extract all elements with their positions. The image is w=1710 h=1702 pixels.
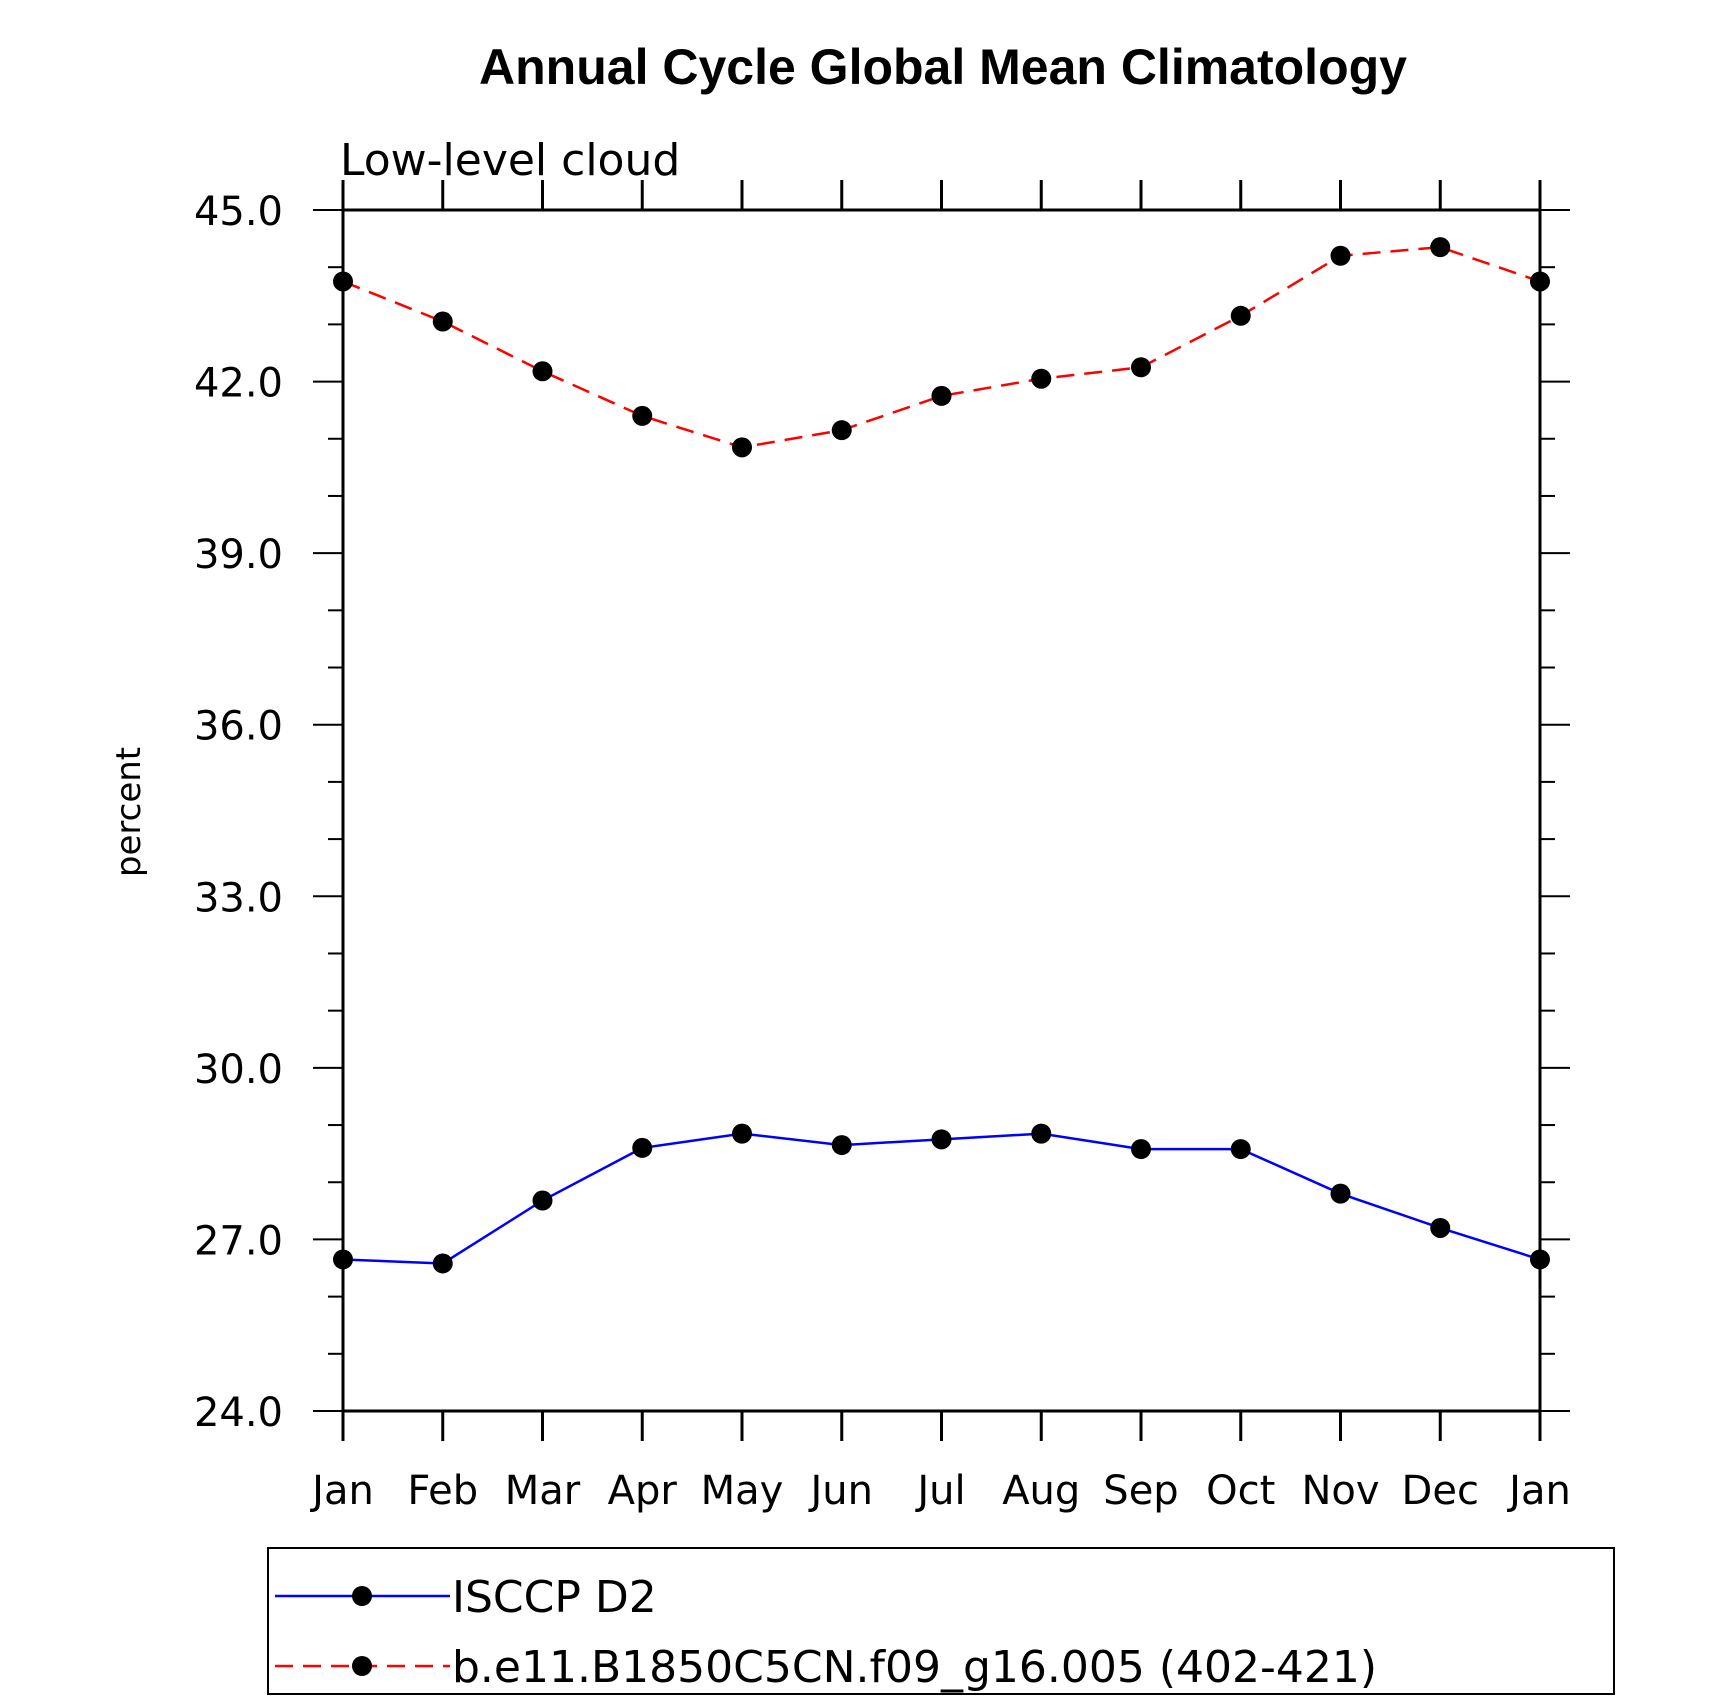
x-tick-label: Nov: [1301, 1468, 1379, 1514]
x-tick-label: Aug: [1002, 1468, 1080, 1514]
legend-item: ISCCP D2: [275, 1572, 657, 1623]
chart-subtitle: Low-level cloud: [340, 135, 680, 186]
data-point: [1330, 245, 1351, 266]
data-point: [732, 437, 752, 458]
data-point: [831, 420, 852, 441]
data-point: [1430, 1217, 1451, 1238]
data-point: [532, 361, 553, 382]
y-axis-label: percent: [109, 747, 149, 877]
x-tick-label: Dec: [1402, 1468, 1479, 1514]
data-point: [931, 385, 952, 406]
data-point: [831, 1135, 852, 1156]
y-tick-labels: 24.0 27.0 30.0 33.0 36.0 39.0 42.0 45.0: [194, 189, 283, 1436]
data-point: [1131, 1139, 1151, 1160]
data-point: [1530, 1249, 1550, 1270]
y-tick-label: 30.0: [194, 1047, 283, 1093]
data-point: [1031, 368, 1052, 389]
data-point: [1530, 271, 1550, 292]
x-tick-label: Jul: [914, 1468, 965, 1514]
data-point: [732, 1123, 752, 1144]
axes: [313, 180, 1570, 1441]
legend-marker: [352, 1586, 372, 1606]
x-tick-labels: Jan Feb Mar Apr May Jun Jul Aug Sep Oct Nov Dec Jan: [309, 1468, 1571, 1514]
chart-title: Annual Cycle Global Mean Climatology: [479, 39, 1407, 95]
x-tick-label: Jun: [808, 1468, 874, 1514]
y-tick-label: 45.0: [194, 189, 283, 235]
series-line: [342, 245, 1541, 449]
x-tick-label: Oct: [1206, 1468, 1275, 1514]
data-point: [632, 405, 653, 426]
x-tick-label: Jan: [1506, 1468, 1571, 1514]
y-tick-label: 42.0: [194, 361, 283, 407]
data-point: [1131, 357, 1151, 378]
data-point: [632, 1137, 653, 1158]
y-tick-label: 33.0: [194, 875, 283, 921]
legend: ISCCP D2 b.e11.B1850C5CN.f09_g16.005 (402…: [267, 1547, 1615, 1695]
data-point: [1031, 1123, 1052, 1144]
legend-item: b.e11.B1850C5CN.f09_g16.005 (402-421): [275, 1642, 1377, 1693]
x-tick-label: May: [701, 1468, 784, 1514]
data-point: [1230, 305, 1251, 326]
data-point: [1230, 1139, 1251, 1160]
data-point: [1430, 237, 1451, 258]
y-tick-label: 27.0: [194, 1218, 283, 1264]
data-point: [432, 1253, 453, 1274]
data-point: [931, 1129, 952, 1150]
y-tick-label: 36.0: [194, 704, 283, 750]
x-tick-label: Sep: [1103, 1468, 1178, 1514]
series-2: [333, 237, 1550, 458]
data-point: [532, 1190, 553, 1211]
x-tick-label: Mar: [505, 1468, 581, 1514]
series-1: [333, 1123, 1550, 1274]
data-point: [333, 1249, 353, 1270]
data-point: [1330, 1183, 1351, 1204]
x-tick-label: Apr: [608, 1468, 678, 1514]
x-tick-label: Jan: [309, 1468, 374, 1514]
data-point: [333, 271, 353, 292]
y-tick-label: 39.0: [194, 532, 283, 578]
y-tick-label: 24.0: [194, 1390, 283, 1436]
legend-marker: [352, 1656, 372, 1676]
legend-box: [267, 1547, 1615, 1695]
series-layer: [333, 237, 1550, 1274]
data-point: [432, 311, 453, 332]
series-line: [342, 1132, 1541, 1265]
legend-label: ISCCP D2: [452, 1572, 657, 1623]
x-tick-label: Feb: [407, 1468, 478, 1514]
legend-label: b.e11.B1850C5CN.f09_g16.005 (402-421): [452, 1642, 1377, 1693]
